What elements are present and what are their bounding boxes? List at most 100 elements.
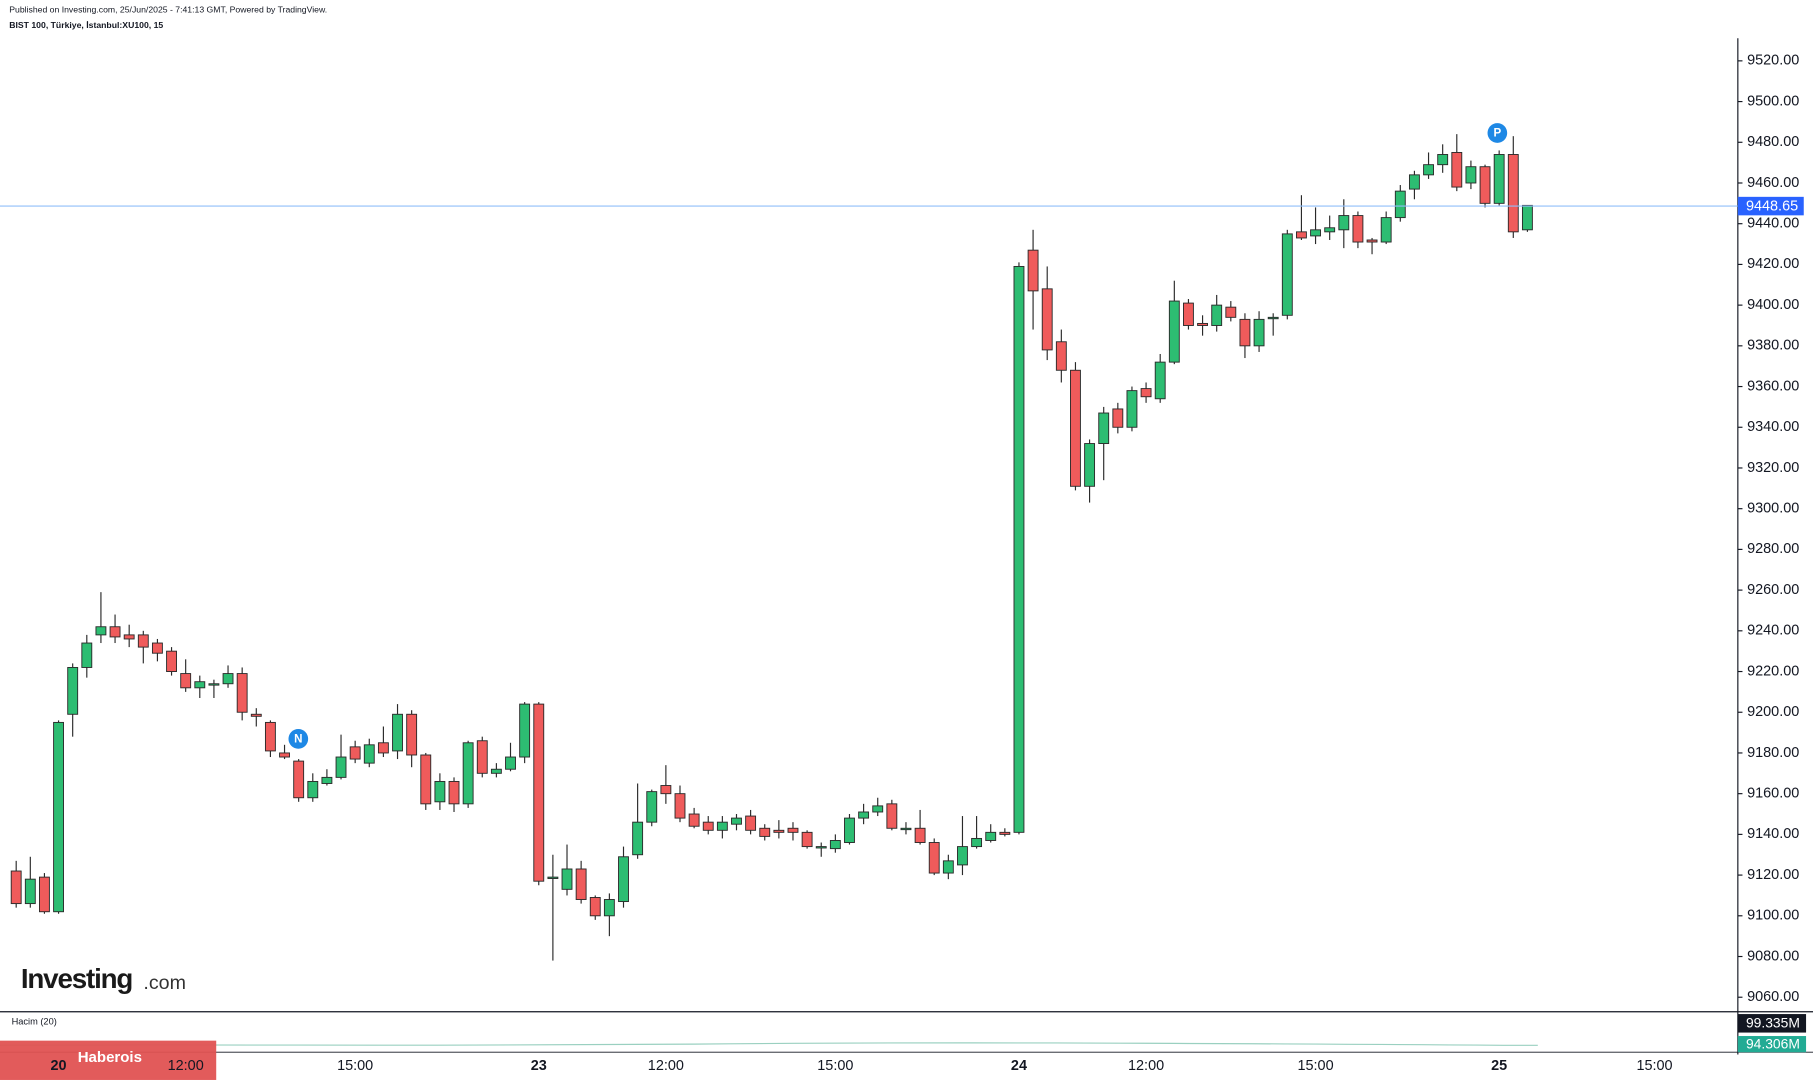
- candle-body: [829, 840, 841, 850]
- candle-body: [773, 829, 785, 833]
- event-marker-label: P: [1493, 128, 1501, 140]
- candle-body: [1140, 388, 1152, 398]
- y-tick-label: 9240.00: [1747, 623, 1799, 639]
- last-price-box: [1737, 196, 1804, 216]
- candle-body: [222, 673, 234, 685]
- candle-body: [815, 846, 827, 849]
- candle-body: [53, 721, 64, 913]
- candle-body: [392, 713, 403, 752]
- y-tick-label: 9520.00: [1747, 53, 1799, 69]
- candle-body: [985, 831, 997, 841]
- candle-body: [745, 815, 757, 831]
- candle-body: [519, 703, 531, 758]
- candle-body: [194, 681, 206, 689]
- x-tick-label: 20: [51, 1058, 67, 1074]
- candle-body: [208, 683, 220, 686]
- candle-body: [589, 897, 601, 917]
- candle-body: [1070, 369, 1081, 487]
- volume-title: Hacim (20): [12, 1017, 57, 1027]
- plot-area: 9060.00 9080.00 9100.00 9120.00 9140.00 9160.…: [0, 53, 1804, 1074]
- x-tick-label: 24: [1011, 1058, 1027, 1074]
- x-tick-label: 15:00: [1297, 1058, 1333, 1074]
- candle-body: [109, 626, 121, 638]
- y-tick-label: 9300.00: [1747, 500, 1799, 516]
- candle-body: [490, 768, 502, 774]
- x-tick-label: 12:00: [1128, 1058, 1164, 1074]
- event-marker: [1487, 123, 1508, 143]
- candle-body: [307, 780, 319, 799]
- x-tick-label: 23: [531, 1058, 547, 1074]
- candle-body: [688, 813, 700, 827]
- candle-body: [858, 811, 870, 819]
- candle-body: [1027, 249, 1039, 292]
- y-tick-label: 9440.00: [1747, 216, 1799, 232]
- y-tick-label: 9320.00: [1747, 460, 1799, 476]
- candle-body: [1225, 306, 1237, 318]
- candle-body: [872, 805, 884, 813]
- logo-main: Investing: [21, 963, 133, 994]
- y-tick-label: 9500.00: [1747, 93, 1799, 109]
- candle-body: [575, 868, 587, 900]
- candle-body: [1183, 302, 1194, 326]
- candle-body: [363, 744, 375, 764]
- candle-body: [999, 831, 1011, 835]
- candle-body: [10, 870, 22, 905]
- candle-body: [1394, 190, 1406, 219]
- y-tick-label: 9400.00: [1747, 297, 1799, 313]
- candle-body: [24, 878, 36, 905]
- candle-body: [264, 721, 276, 752]
- candle-body: [137, 634, 149, 648]
- candle-body: [1423, 164, 1434, 176]
- y-tick-label: 9080.00: [1747, 948, 1799, 964]
- y-tick-label: 9220.00: [1747, 663, 1799, 679]
- y-tick-label: 9460.00: [1747, 175, 1799, 191]
- last-price-label: 9448.65: [1746, 198, 1798, 214]
- candle-body: [1267, 316, 1279, 320]
- event-marker: [288, 729, 309, 749]
- candle-body: [335, 756, 347, 778]
- candle-body: [716, 821, 728, 831]
- y-tick-label: 9100.00: [1747, 908, 1799, 924]
- volume-average-label: 94.306M: [1746, 1035, 1800, 1051]
- candle-body: [1126, 390, 1138, 428]
- candle-body: [674, 793, 686, 819]
- y-tick-label: 9160.00: [1747, 785, 1799, 801]
- candle-body: [250, 713, 262, 717]
- candle-body: [632, 821, 644, 856]
- candle-body: [1507, 154, 1519, 233]
- candle-body: [1168, 300, 1180, 363]
- candle-body: [1366, 239, 1378, 243]
- candle-body: [1493, 154, 1505, 204]
- y-tick-label: 9120.00: [1747, 867, 1799, 883]
- candle-body: [81, 642, 93, 668]
- candle-body: [1437, 154, 1449, 166]
- candle-body: [1239, 318, 1251, 347]
- candle-body: [67, 666, 79, 715]
- candle-body: [406, 713, 418, 756]
- candle-body: [1479, 166, 1491, 204]
- x-tick-label: 15:00: [1636, 1058, 1672, 1074]
- candle-body: [123, 634, 135, 640]
- candle-body: [942, 860, 954, 874]
- candle-body: [702, 821, 714, 831]
- candle-body: [547, 876, 559, 879]
- x-tick-label: 12:00: [168, 1058, 204, 1074]
- volume-last-label: 99.335M: [1746, 1015, 1800, 1031]
- candle-body: [1253, 318, 1265, 347]
- logo-suffix: .com: [143, 972, 186, 994]
- y-tick-label: 9360.00: [1747, 378, 1799, 394]
- y-tick-label: 9260.00: [1747, 582, 1799, 598]
- candle-body: [39, 876, 50, 913]
- candle-body: [914, 827, 926, 843]
- candle-body: [293, 760, 305, 799]
- x-tick-label: 25: [1491, 1058, 1507, 1074]
- y-tick-label: 9140.00: [1747, 826, 1799, 842]
- candle-body: [787, 827, 799, 833]
- candle-body: [1296, 231, 1307, 239]
- y-tick-label: 9340.00: [1747, 419, 1799, 435]
- candle-body: [1310, 229, 1321, 237]
- candle-body: [1324, 227, 1336, 233]
- x-tick-label: 12:00: [648, 1058, 684, 1074]
- candle-body: [1352, 215, 1364, 243]
